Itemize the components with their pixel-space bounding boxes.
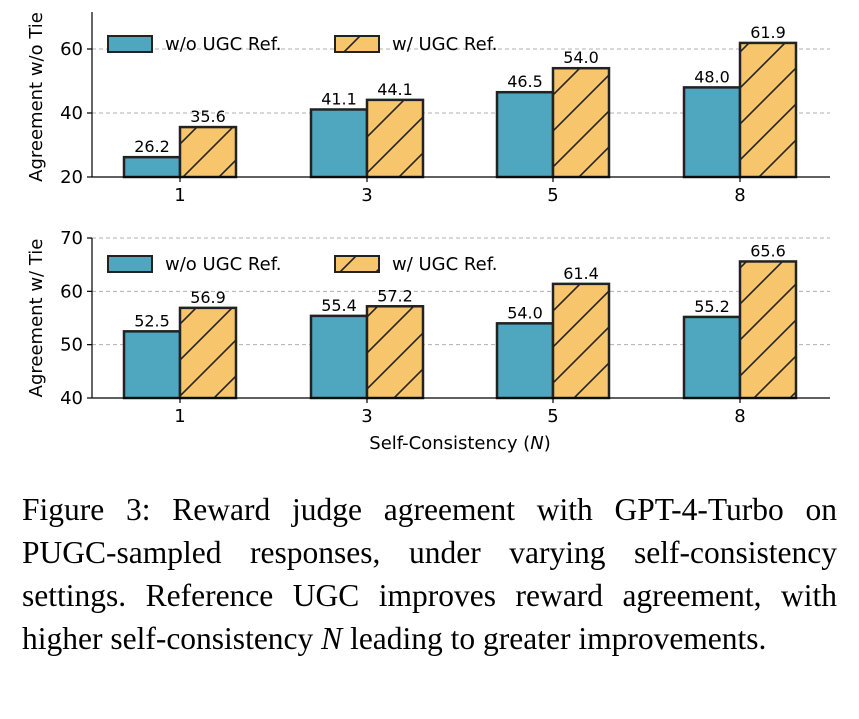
- y-tick-label: 70: [60, 228, 83, 249]
- data-label: 61.9: [750, 23, 786, 42]
- bar-with-ugc: [738, 41, 798, 179]
- legend-swatch-with-ugc: [334, 35, 380, 53]
- legend-label-without-ugc: w/o UGC Ref.: [165, 34, 281, 55]
- data-label: 48.0: [694, 67, 730, 86]
- x-tick-label: 8: [734, 185, 745, 206]
- data-label: 56.9: [190, 288, 226, 307]
- caption-text-1: Figure 3: Reward judge agreement with GP…: [22, 492, 837, 656]
- bar-with-ugc: [365, 98, 425, 179]
- bar-without-ugc: [682, 315, 742, 400]
- legend-label-with-ugc: w/ UGC Ref.: [392, 34, 497, 55]
- y-axis-label: Agreement w/o Tie: [26, 12, 47, 182]
- data-label: 55.4: [321, 296, 357, 315]
- y-tick-label: 40: [60, 388, 83, 409]
- bar-with-ugc: [178, 306, 238, 400]
- bar-with-ugc: [551, 66, 611, 179]
- y-tick-label: 40: [60, 103, 83, 124]
- figure: 26.2 35.6 1 41.1 44.1 3 46.5 54.0 5 48.0 61.9 8 20 40…: [26, 12, 830, 454]
- legend-swatch-with-ugc: [334, 255, 380, 273]
- chart-bottom-panel: 52.5 56.9 1 55.4 57.2 3 54.0 61.4 5 55.2 65.6 8 40 50…: [26, 228, 830, 454]
- x-tick-label: 5: [547, 185, 558, 206]
- data-label: 57.2: [377, 286, 413, 305]
- x-tick-label: 1: [174, 185, 185, 206]
- data-label: 61.4: [563, 264, 599, 283]
- bar-with-ugc: [551, 282, 611, 400]
- data-label: 55.2: [694, 297, 730, 316]
- caption-text-2: leading to greater improvements.: [342, 621, 767, 656]
- y-tick-label: 50: [60, 335, 83, 356]
- x-tick-label: 8: [734, 406, 745, 427]
- x-axis-label: Self-Consistency (N): [369, 433, 550, 454]
- bar-with-ugc: [365, 305, 425, 400]
- data-label: 44.1: [377, 80, 413, 99]
- chart-top-panel: 26.2 35.6 1 41.1 44.1 3 46.5 54.0 5 48.0 61.9 8 20 40…: [26, 12, 830, 206]
- y-tick-label: 60: [60, 281, 83, 302]
- data-label: 35.6: [190, 107, 226, 126]
- data-label: 41.1: [321, 89, 357, 108]
- data-label: 54.0: [507, 303, 543, 322]
- x-tick-label: 3: [361, 185, 372, 206]
- bar-without-ugc: [122, 155, 182, 179]
- figure-caption: Figure 3: Reward judge agreement with GP…: [22, 488, 837, 660]
- y-axis-label: Agreement w/ Tie: [26, 239, 47, 398]
- legend-label-with-ugc: w/ UGC Ref.: [392, 254, 497, 275]
- bar-without-ugc: [309, 108, 369, 179]
- y-tick-label: 20: [60, 167, 83, 188]
- x-tick-label: 5: [547, 406, 558, 427]
- x-tick-label: 1: [174, 406, 185, 427]
- caption-variable: N: [321, 621, 343, 656]
- bar-without-ugc: [495, 90, 555, 179]
- data-label: 52.5: [134, 311, 170, 330]
- y-tick-label: 60: [60, 39, 83, 60]
- data-label: 54.0: [563, 48, 599, 67]
- data-label: 46.5: [507, 72, 543, 91]
- x-tick-label: 3: [361, 406, 372, 427]
- bar-with-ugc: [738, 260, 798, 400]
- bar-without-ugc: [495, 322, 555, 400]
- legend-swatch-without-ugc: [107, 35, 153, 53]
- bar-with-ugc: [178, 125, 238, 179]
- data-label: 26.2: [134, 137, 170, 156]
- bar-without-ugc: [309, 314, 369, 400]
- bar-without-ugc: [122, 330, 182, 400]
- legend-label-without-ugc: w/o UGC Ref.: [165, 254, 281, 275]
- data-label: 65.6: [750, 241, 786, 260]
- legend-swatch-without-ugc: [107, 255, 153, 273]
- bar-without-ugc: [682, 86, 742, 179]
